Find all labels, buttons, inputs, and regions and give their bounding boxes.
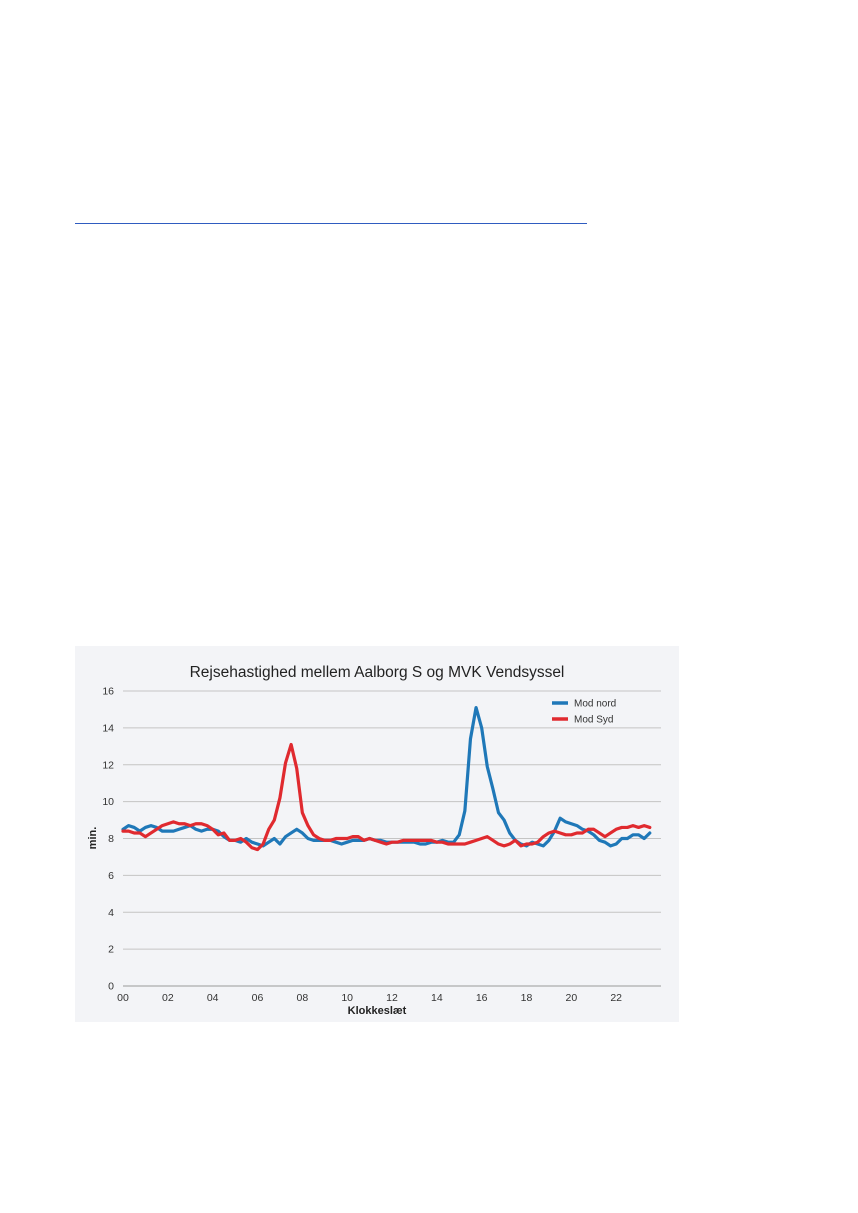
legend: Mod nord Mod Syd — [552, 699, 616, 726]
legend-label: Mod Syd — [574, 715, 613, 726]
y-tick-label: 4 — [108, 907, 114, 919]
y-tick-label: 14 — [102, 722, 114, 734]
x-tick-label: 02 — [162, 992, 174, 1004]
y-tick-label: 10 — [102, 796, 114, 808]
x-tick-label: 14 — [431, 992, 443, 1004]
series-line-mod-syd — [121, 742, 652, 852]
line-chart: Rejsehastighed mellem Aalborg S og MVK V… — [87, 664, 661, 1017]
x-tick-label: 16 — [476, 992, 488, 1004]
x-tick-label: 18 — [521, 992, 533, 1004]
x-tick-label: 04 — [207, 992, 219, 1004]
legend-label: Mod nord — [574, 699, 616, 710]
x-axis-ticks: 00 02 04 06 08 10 12 14 16 18 20 22 — [117, 992, 622, 1004]
x-tick-label: 12 — [386, 992, 398, 1004]
x-tick-label: 00 — [117, 992, 129, 1004]
x-tick-label: 20 — [565, 992, 577, 1004]
y-tick-label: 16 — [102, 686, 114, 698]
y-tick-label: 6 — [108, 870, 114, 882]
chart-title: Rejsehastighed mellem Aalborg S og MVK V… — [190, 664, 565, 681]
x-tick-label: 08 — [296, 992, 308, 1004]
series-lines — [121, 705, 652, 852]
y-tick-label: 12 — [102, 759, 114, 771]
y-axis-ticks: 0 2 4 6 8 10 12 14 16 — [102, 686, 114, 993]
horizontal-rule — [75, 223, 587, 224]
y-tick-label: 0 — [108, 981, 114, 993]
y-axis-label: min. — [87, 827, 99, 850]
x-axis-label: Klokkeslæt — [348, 1005, 407, 1017]
chart-panel: Rejsehastighed mellem Aalborg S og MVK V… — [75, 646, 679, 1022]
y-tick-label: 2 — [108, 944, 114, 956]
x-tick-label: 06 — [252, 992, 264, 1004]
grid-lines — [123, 690, 661, 987]
x-tick-label: 10 — [341, 992, 353, 1004]
y-tick-label: 8 — [108, 833, 114, 845]
x-tick-label: 22 — [610, 992, 622, 1004]
